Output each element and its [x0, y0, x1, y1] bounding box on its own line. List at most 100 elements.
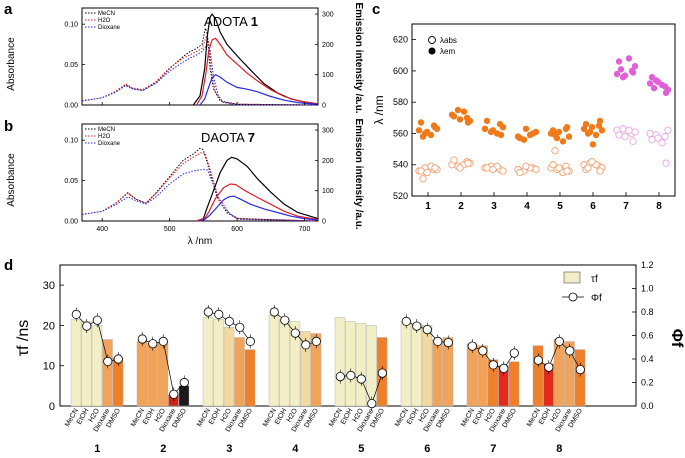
pd-y-tick-label: 10 [43, 361, 55, 373]
pd-tau-bar [411, 323, 422, 407]
pd-phi-point [412, 321, 422, 331]
pc-em-point [654, 78, 662, 86]
pd-phi-point [203, 307, 213, 317]
pa-left-tick-label: 0.00 [64, 103, 78, 110]
pa-series-mecn-abs [81, 26, 319, 106]
pc-em-point [522, 125, 530, 132]
panel-c-ylabel: λ /nm [372, 95, 386, 124]
pd-phi-point [499, 363, 509, 373]
pd-tau-bar [223, 327, 235, 407]
legend-em-label: λem [440, 47, 455, 56]
pc-abs-point [483, 164, 491, 172]
pd-phi-point [280, 315, 290, 325]
panel-a-letter: a [4, 1, 13, 18]
pd-phi-point [158, 336, 168, 346]
pc-abs-point [646, 129, 654, 138]
panel-c: 520 540 560 580 600 620 1 2 3 4 5 6 7 8 λ /nm λabs λe… [372, 23, 676, 212]
pd-tau-bar [234, 337, 245, 407]
pd-phi-point [92, 315, 102, 325]
pd-phi-point [367, 398, 377, 409]
pb-series-mecn-abs [81, 147, 319, 222]
panel-d-ylabel: τf /ns [15, 320, 32, 357]
pd-phi-point [565, 346, 575, 356]
panel-c-points [415, 55, 672, 183]
pc-em-point [415, 127, 423, 134]
pc-abs-point [555, 164, 563, 172]
pd-phi-point [148, 339, 158, 349]
pd-group-label: 2 [160, 443, 166, 455]
legend-em-marker [428, 47, 436, 55]
panel-d-ticks: 01020300.00.20.40.60.81.01.2MeCNEtOHH2OD… [43, 260, 654, 455]
pd-tau-bar [147, 343, 158, 407]
pd-phi-point [113, 354, 123, 364]
pc-em-point [423, 128, 431, 136]
pa-legend-label: Dioxane [98, 25, 121, 31]
pc-abs-point [563, 167, 571, 175]
pc-em-point [532, 128, 540, 136]
pd-phi-point [346, 370, 356, 380]
pa-left-tick-label: 0.05 [64, 62, 78, 69]
pa-series-h2o-em [196, 37, 319, 106]
pd-phi-point [103, 356, 113, 366]
pc-em-point [563, 124, 571, 131]
pc-em-point [650, 84, 658, 92]
panel-b-series [81, 147, 319, 222]
pc-em-point [516, 134, 524, 142]
pd-phi-point [301, 340, 311, 350]
pd-tau-bar [244, 349, 256, 407]
panel-d-letter: d [4, 257, 13, 274]
pd-tau-bar [355, 323, 367, 407]
pd-phi-point [269, 307, 279, 317]
pd-phi-point [422, 324, 432, 335]
pd-phi-point [311, 336, 321, 346]
pc-y-tick-label: 520 [393, 191, 408, 201]
pc-x-tick-label: 2 [458, 201, 464, 212]
pd-tau-bar [279, 319, 290, 407]
pd-phi-point [179, 377, 189, 388]
panel-d-bars [70, 315, 586, 407]
pc-abs-point [516, 168, 524, 177]
pd-group-label: 1 [94, 443, 100, 455]
pd-phi-point [82, 321, 92, 331]
panel-b: 0.00 0.05 0.10 0 100 200 300 400 500 600 700 DAOTA… [64, 123, 334, 233]
legend-phi-marker [568, 292, 578, 302]
pd-tau-bar [400, 321, 412, 407]
pd-phi-point [356, 374, 366, 384]
pd-tau-bar [102, 339, 113, 407]
pd-yr-tick-label: 0.0 [641, 401, 654, 411]
pc-x-tick-label: 1 [425, 201, 431, 212]
pc-y-tick-label: 580 [393, 97, 408, 107]
pc-em-point [589, 141, 597, 148]
pc-y-tick-label: 600 [393, 66, 408, 76]
pb-right-tick-label: 300 [322, 128, 334, 135]
pc-em-point [497, 131, 505, 139]
pa-series-dioxane-em [199, 73, 319, 106]
pd-tau-bar [574, 349, 586, 407]
pd-tau-bar [300, 331, 311, 407]
pd-y-tick-label: 30 [43, 280, 55, 292]
pd-tau-bar [202, 317, 214, 407]
pc-em-point [596, 117, 604, 125]
pc-em-point [648, 74, 656, 81]
pc-abs-point [615, 131, 623, 139]
pc-em-point [551, 131, 559, 139]
panel-c-frame [411, 23, 676, 197]
pc-em-point [481, 125, 489, 132]
pa-right-tick-label: 0 [322, 103, 326, 110]
pc-abs-point [621, 132, 629, 141]
pc-x-tick-label: 5 [557, 201, 563, 212]
pd-phi-point [478, 346, 488, 356]
panel-a-ticks: 0.00 0.05 0.10 0 100 200 300 [64, 12, 333, 110]
pd-phi-point [224, 316, 234, 326]
pc-em-point [631, 62, 639, 70]
pc-abs-point [631, 128, 639, 136]
pc-abs-point [625, 126, 633, 134]
pa-series-dioxane-abs [81, 44, 318, 106]
pc-abs-point [450, 156, 458, 164]
pc-abs-point [584, 164, 592, 172]
pd-phi-point [401, 316, 411, 326]
pd-tau-bar [136, 341, 148, 407]
pd-tau-bar [81, 321, 92, 407]
pd-group-label: 7 [490, 443, 496, 455]
pc-em-point [646, 80, 654, 87]
